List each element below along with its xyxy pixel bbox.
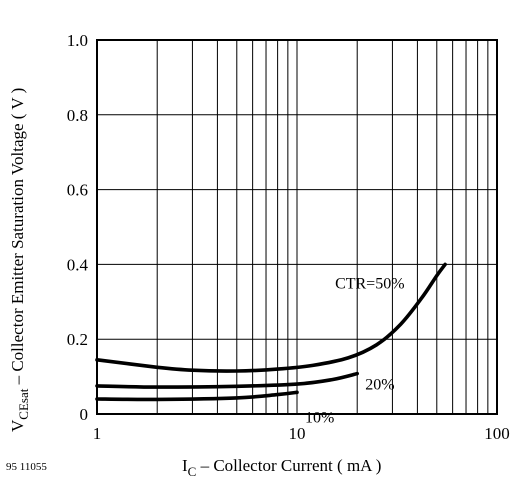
x-axis-label: IC – Collector Current ( mA ) — [182, 456, 381, 479]
data-curves — [95, 262, 447, 402]
y-tick-label: 0 — [80, 405, 89, 424]
y-tick-label: 0.4 — [67, 255, 89, 274]
series-line-ctr-50 — [95, 262, 447, 373]
series-label-ctr-20: 20% — [365, 377, 394, 394]
series-line-ctr-20 — [95, 371, 359, 389]
y-tick-label: 0.8 — [67, 106, 88, 125]
curve-labels: CTR=50% 20% 10% — [305, 275, 405, 426]
figure-code: 95 11055 — [6, 461, 47, 473]
plot-frame — [96, 39, 498, 415]
series-label-ctr-10: 10% — [305, 409, 334, 426]
y-axis-label: VCEsat – Collector Emitter Saturation Vo… — [8, 88, 31, 432]
series-label-ctr-50: CTR=50% — [335, 275, 404, 292]
grid — [97, 40, 497, 414]
x-tick-label: 1 — [93, 424, 102, 443]
series-line-ctr-10 — [95, 390, 299, 402]
y-tick-labels: 0 0.2 0.4 0.6 0.8 1.0 — [67, 31, 89, 424]
y-tick-label: 0.2 — [67, 330, 88, 349]
x-tick-label: 10 — [289, 424, 306, 443]
x-tick-label: 100 — [484, 424, 510, 443]
y-tick-label: 1.0 — [67, 31, 88, 50]
y-tick-label: 0.6 — [67, 181, 88, 200]
x-tick-labels: 1 10 100 — [93, 424, 510, 443]
